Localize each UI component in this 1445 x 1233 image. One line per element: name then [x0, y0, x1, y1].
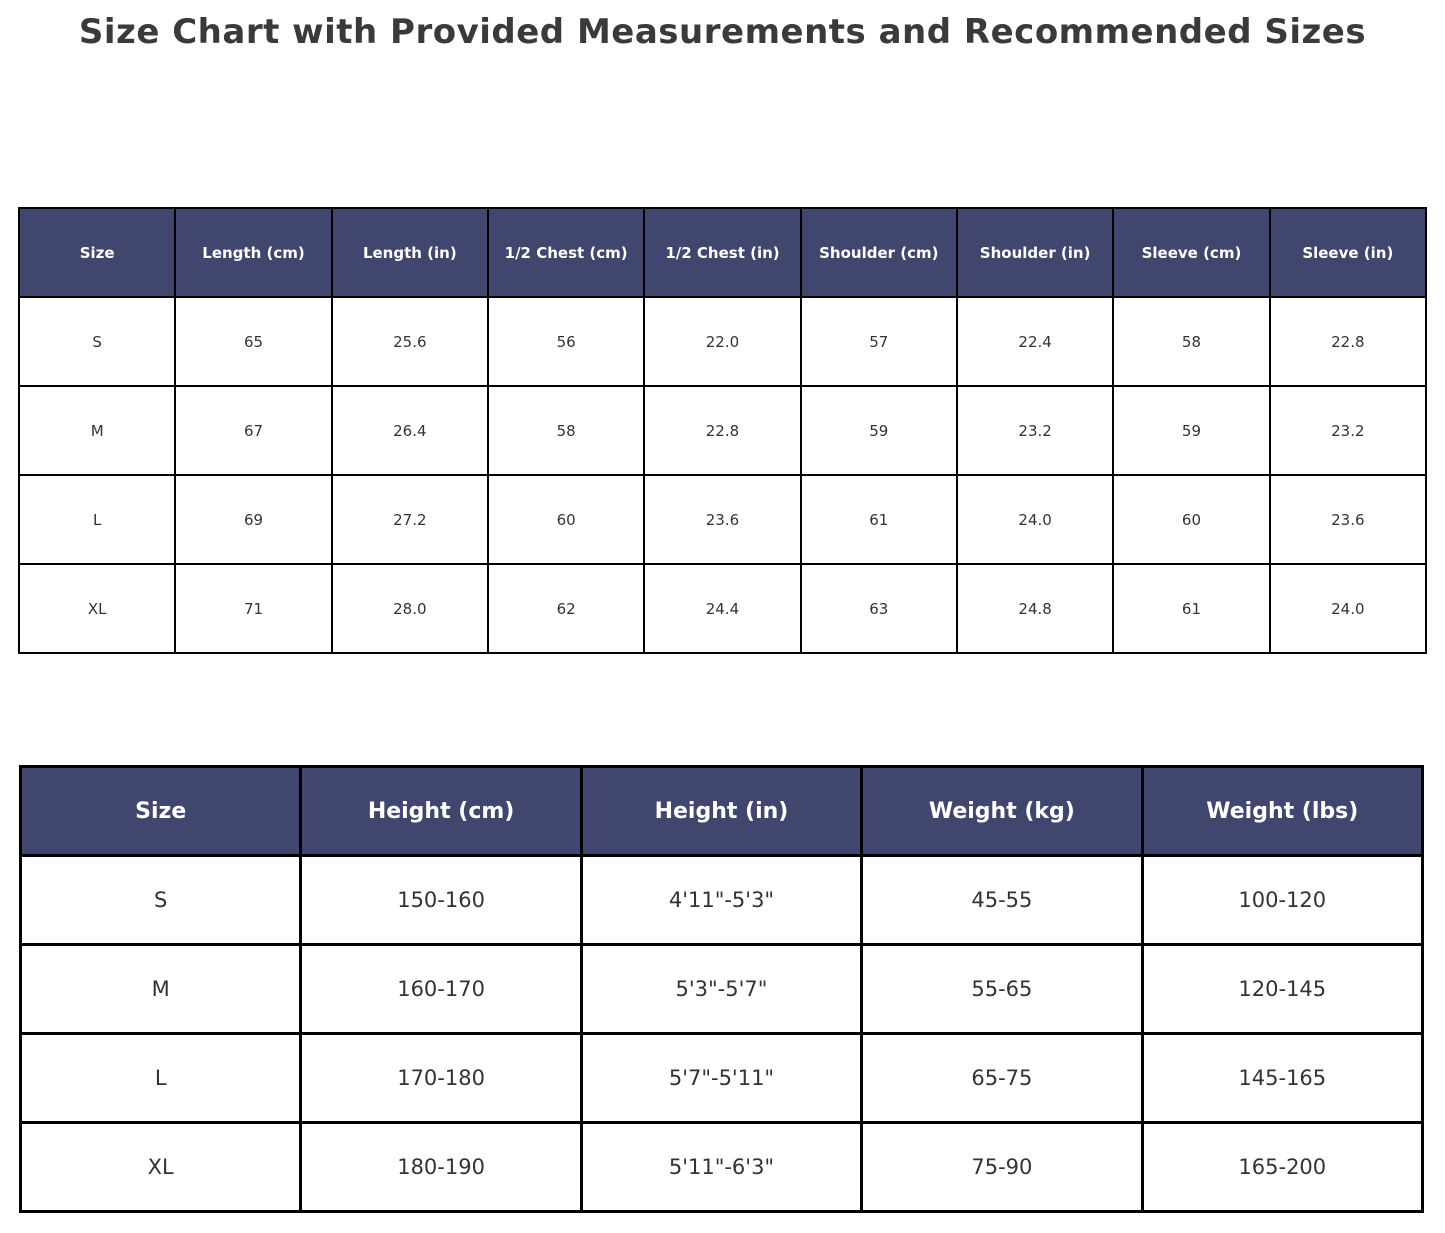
table-cell: 150-160	[299, 854, 583, 946]
column-header-shoulder-cm: Shoulder (cm)	[799, 207, 958, 298]
table-cell: 23.2	[955, 385, 1115, 476]
column-header-sleeve-in: Sleeve (in)	[1268, 207, 1428, 298]
table-cell: 65-75	[860, 1032, 1144, 1124]
table-cell: 69	[174, 474, 333, 565]
table-cell: 165-200	[1140, 1121, 1425, 1213]
table-cell: 170-180	[299, 1032, 583, 1124]
table-cell: 22.0	[643, 296, 802, 387]
table-cell: 5'3"-5'7"	[579, 943, 864, 1035]
column-header-size: Size	[17, 207, 177, 298]
table-cell: XL	[18, 1121, 303, 1213]
column-header-sleeve-cm: Sleeve (cm)	[1112, 207, 1271, 298]
column-header-half-chest-in: 1/2 Chest (in)	[643, 207, 802, 298]
table-row-l: L 69 27.2 60 23.6 61 24.0 60 23.6	[17, 474, 1428, 565]
table-cell: 59	[1112, 385, 1271, 476]
table-cell: 56	[486, 296, 646, 387]
figure-title: Size Chart with Provided Measurements an…	[78, 12, 1367, 52]
table-cell: 23.6	[1268, 474, 1428, 565]
table-cell: 45-55	[860, 854, 1144, 946]
table-row-s: S 150-160 4'11"-5'3" 45-55 100-120	[18, 854, 1425, 946]
column-header-height-cm: Height (cm)	[299, 765, 583, 857]
table-cell: 63	[799, 563, 958, 654]
table-cell: 5'11"-6'3"	[579, 1121, 864, 1213]
table-cell: 65	[174, 296, 333, 387]
table-cell: 75-90	[860, 1121, 1144, 1213]
table-row-l: L 170-180 5'7"-5'11" 65-75 145-165	[18, 1032, 1425, 1124]
recommended-sizes-table: Size Height (cm) Height (in) Weight (kg)…	[18, 765, 1425, 1213]
column-header-shoulder-in: Shoulder (in)	[955, 207, 1115, 298]
table-cell: 120-145	[1140, 943, 1425, 1035]
table-cell: 58	[1112, 296, 1271, 387]
table-cell: 60	[1112, 474, 1271, 565]
column-header-half-chest-cm: 1/2 Chest (cm)	[486, 207, 646, 298]
table-cell: L	[18, 1032, 303, 1124]
table-cell: 180-190	[299, 1121, 583, 1213]
recommended-header-row: Size Height (cm) Height (in) Weight (kg)…	[18, 765, 1425, 857]
table-cell: 24.0	[1268, 563, 1428, 654]
table-cell: 62	[486, 563, 646, 654]
table-cell: 145-165	[1140, 1032, 1425, 1124]
table-cell: 55-65	[860, 943, 1144, 1035]
table-cell: 24.4	[643, 563, 802, 654]
table-cell: 28.0	[330, 563, 489, 654]
table-cell: 22.8	[643, 385, 802, 476]
table-row-m: M 160-170 5'3"-5'7" 55-65 120-145	[18, 943, 1425, 1035]
table-cell: 59	[799, 385, 958, 476]
table-cell: 58	[486, 385, 646, 476]
table-cell: 27.2	[330, 474, 489, 565]
table-cell: 60	[486, 474, 646, 565]
table-cell: S	[17, 296, 177, 387]
column-header-length-cm: Length (cm)	[174, 207, 333, 298]
table-cell: 22.8	[1268, 296, 1428, 387]
table-cell: 71	[174, 563, 333, 654]
table-row-s: S 65 25.6 56 22.0 57 22.4 58 22.8	[17, 296, 1428, 387]
column-header-weight-lbs: Weight (lbs)	[1140, 765, 1425, 857]
table-cell: 61	[1112, 563, 1271, 654]
table-row-xl: XL 71 28.0 62 24.4 63 24.8 61 24.0	[17, 563, 1428, 654]
table-cell: 61	[799, 474, 958, 565]
table-cell: 24.8	[955, 563, 1115, 654]
table-cell: L	[17, 474, 177, 565]
table-cell: 25.6	[330, 296, 489, 387]
table-cell: 23.6	[643, 474, 802, 565]
table-cell: 5'7"-5'11"	[579, 1032, 864, 1124]
table-cell: 24.0	[955, 474, 1115, 565]
table-row-m: M 67 26.4 58 22.8 59 23.2 59 23.2	[17, 385, 1428, 476]
table-cell: 22.4	[955, 296, 1115, 387]
column-header-length-in: Length (in)	[330, 207, 489, 298]
table-cell: 26.4	[330, 385, 489, 476]
measurements-header-row: Size Length (cm) Length (in) 1/2 Chest (…	[17, 207, 1428, 298]
table-row-xl: XL 180-190 5'11"-6'3" 75-90 165-200	[18, 1121, 1425, 1213]
column-header-size: Size	[18, 765, 303, 857]
table-cell: 23.2	[1268, 385, 1428, 476]
table-cell: 160-170	[299, 943, 583, 1035]
table-cell: S	[18, 854, 303, 946]
column-header-weight-kg: Weight (kg)	[860, 765, 1144, 857]
table-cell: 100-120	[1140, 854, 1425, 946]
table-cell: 4'11"-5'3"	[579, 854, 864, 946]
table-cell: 67	[174, 385, 333, 476]
table-cell: M	[17, 385, 177, 476]
table-cell: XL	[17, 563, 177, 654]
column-header-height-in: Height (in)	[579, 765, 864, 857]
table-cell: M	[18, 943, 303, 1035]
measurements-table: Size Length (cm) Length (in) 1/2 Chest (…	[17, 207, 1428, 654]
table-cell: 57	[799, 296, 958, 387]
